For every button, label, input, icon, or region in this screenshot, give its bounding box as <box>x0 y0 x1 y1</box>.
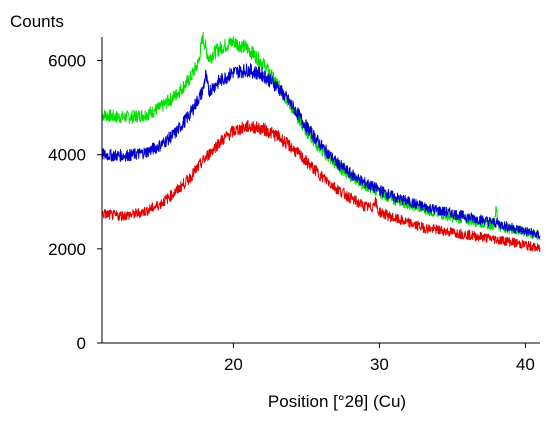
y-tick-label: 0 <box>77 334 86 353</box>
x-axis-label: Position [°2θ] (Cu) <box>268 392 406 411</box>
y-tick-label: 6000 <box>48 52 86 71</box>
y-axis-label: Counts <box>10 12 64 31</box>
y-tick-label: 4000 <box>48 146 86 165</box>
x-tick-label: 20 <box>224 355 243 374</box>
ticks-layer: 20 30 40 0 2000 4000 6000 <box>48 52 535 374</box>
series-3 <box>101 119 541 253</box>
series-2 <box>101 63 541 240</box>
series-layer <box>101 32 541 253</box>
x-tick-label: 40 <box>516 355 535 374</box>
x-tick-label: 30 <box>370 355 389 374</box>
y-tick-label: 2000 <box>48 240 86 259</box>
series-3-line <box>101 119 541 253</box>
series-2-line <box>101 63 541 240</box>
